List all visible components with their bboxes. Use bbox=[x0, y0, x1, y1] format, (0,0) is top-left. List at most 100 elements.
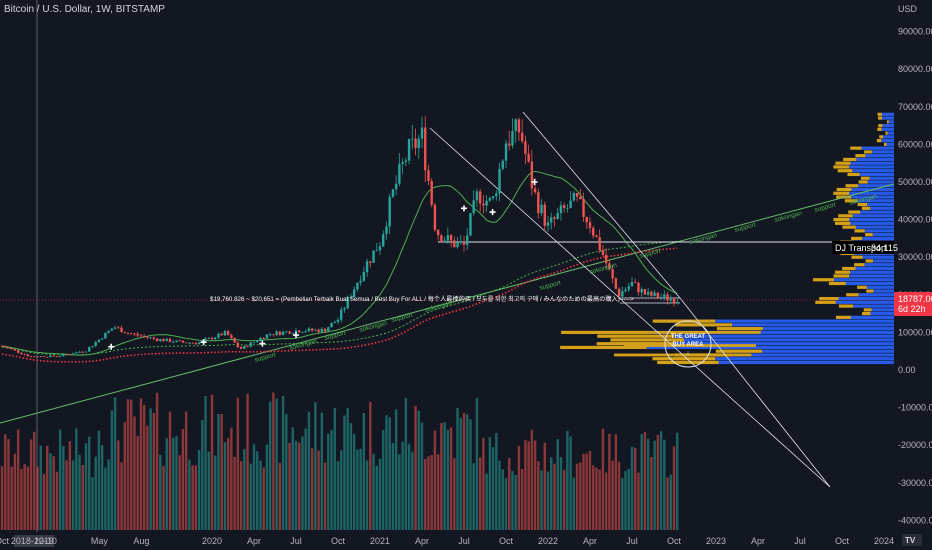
candle-body bbox=[433, 204, 437, 230]
candle-body bbox=[20, 352, 23, 354]
time-tick-label: Oct bbox=[667, 536, 682, 546]
candle-body bbox=[456, 242, 459, 248]
volume-bar bbox=[288, 442, 291, 530]
volume-profile-value-area bbox=[834, 221, 851, 225]
volume-profile-bar bbox=[870, 312, 894, 316]
candle-body bbox=[4, 345, 7, 348]
volume-profile-value-area bbox=[879, 135, 884, 139]
volume-profile-bar bbox=[862, 255, 894, 259]
descending-trendline-2 bbox=[522, 111, 681, 299]
candle-body bbox=[592, 227, 595, 236]
time-axis[interactable]: Oct2018-12-102019MayAug2020AprJulOct2021… bbox=[0, 535, 894, 547]
candle-body bbox=[488, 198, 492, 201]
volume-bar bbox=[307, 411, 311, 530]
volume-bar bbox=[243, 449, 246, 530]
candle-body bbox=[466, 235, 469, 245]
volume-profile-bar bbox=[853, 304, 894, 308]
candle-body bbox=[495, 193, 498, 197]
price-tick-label: 40000.00 bbox=[898, 215, 932, 225]
volume-profile-value-area bbox=[657, 360, 719, 365]
candle-body bbox=[256, 340, 259, 342]
candle-body bbox=[404, 160, 408, 163]
volume-bar bbox=[553, 463, 556, 530]
volume-bar bbox=[191, 465, 194, 530]
volume-profile-value-area bbox=[833, 165, 850, 169]
price-tick-label: 60000.00 bbox=[898, 139, 932, 149]
volume-bar bbox=[569, 436, 572, 530]
candle-body bbox=[52, 355, 55, 357]
volume-bar bbox=[391, 443, 395, 530]
volume-bar bbox=[611, 460, 614, 530]
candle-body bbox=[365, 261, 369, 273]
volume-profile-value-area bbox=[597, 334, 675, 338]
candle-body bbox=[239, 347, 243, 349]
volume-bar bbox=[130, 399, 133, 530]
candle-body bbox=[624, 289, 627, 292]
volume-profile-value-area bbox=[854, 263, 865, 267]
volume-bar bbox=[23, 464, 26, 530]
volume-bar bbox=[13, 453, 17, 530]
volume-bar bbox=[259, 460, 262, 530]
tradingview-logo-icon[interactable]: TV bbox=[902, 534, 922, 546]
candle-body bbox=[249, 342, 252, 347]
candle-body bbox=[301, 332, 304, 334]
time-tick-label: Apr bbox=[583, 536, 597, 546]
volume-bar bbox=[62, 446, 65, 530]
candle-body bbox=[327, 327, 330, 332]
candle-body bbox=[142, 335, 146, 337]
candle-body bbox=[107, 330, 110, 333]
volume-bar bbox=[301, 436, 304, 530]
volume-bar bbox=[469, 419, 472, 530]
candle-body bbox=[336, 319, 340, 323]
volume-bar bbox=[252, 444, 256, 530]
volume-profile-value-area bbox=[865, 259, 873, 263]
volume-bar bbox=[68, 441, 72, 530]
price-tick-label: 10000.00 bbox=[898, 327, 932, 337]
candle-body bbox=[285, 331, 288, 333]
candle-body bbox=[508, 143, 511, 146]
volume-profile-value-area bbox=[857, 202, 868, 207]
cross-marker-icon bbox=[461, 205, 467, 212]
candle-body bbox=[440, 235, 443, 243]
cross-marker-icon bbox=[531, 179, 538, 185]
dj-transport-tag-bg bbox=[832, 241, 894, 254]
volume-profile-bar bbox=[870, 206, 894, 210]
volume-profile-bar bbox=[835, 300, 894, 304]
volume-profile-bar bbox=[845, 281, 894, 286]
candle-body bbox=[362, 272, 366, 281]
volume-bar bbox=[585, 453, 588, 530]
candle-body bbox=[39, 356, 42, 357]
volume-bar bbox=[0, 466, 4, 530]
volume-profile-bar bbox=[859, 172, 894, 177]
volume-bar bbox=[491, 447, 495, 530]
volume-bar bbox=[540, 470, 543, 530]
volume-bar bbox=[197, 450, 201, 530]
volume-bar bbox=[327, 433, 330, 530]
candle-body bbox=[478, 191, 482, 204]
current-price-value: 18787.00 bbox=[898, 294, 932, 304]
volume-profile-bar bbox=[881, 139, 894, 143]
volume-profile-bar bbox=[731, 323, 894, 327]
candle-body bbox=[175, 340, 178, 342]
candle-body bbox=[575, 192, 579, 197]
volume-bar bbox=[120, 462, 123, 530]
candle-body bbox=[614, 278, 618, 289]
candle-body bbox=[268, 334, 272, 336]
volume-profile-value-area bbox=[596, 342, 674, 346]
time-tick-label: Jul bbox=[290, 536, 302, 546]
volume-bar bbox=[550, 457, 553, 530]
volume-profile-value-area bbox=[883, 142, 887, 146]
volume-profile-value-area bbox=[819, 296, 839, 301]
candle-body bbox=[672, 299, 676, 304]
volume-bar bbox=[110, 410, 114, 530]
cross-marker-icon bbox=[293, 332, 299, 339]
volume-profile-value-area bbox=[851, 255, 863, 259]
volume-bar bbox=[81, 465, 84, 530]
volume-profile-value-area bbox=[878, 116, 883, 120]
volume-bar bbox=[572, 477, 576, 530]
volume-bar bbox=[126, 399, 130, 530]
candle-body bbox=[184, 342, 188, 344]
candle-body bbox=[520, 132, 524, 142]
volume-bar bbox=[178, 455, 181, 530]
